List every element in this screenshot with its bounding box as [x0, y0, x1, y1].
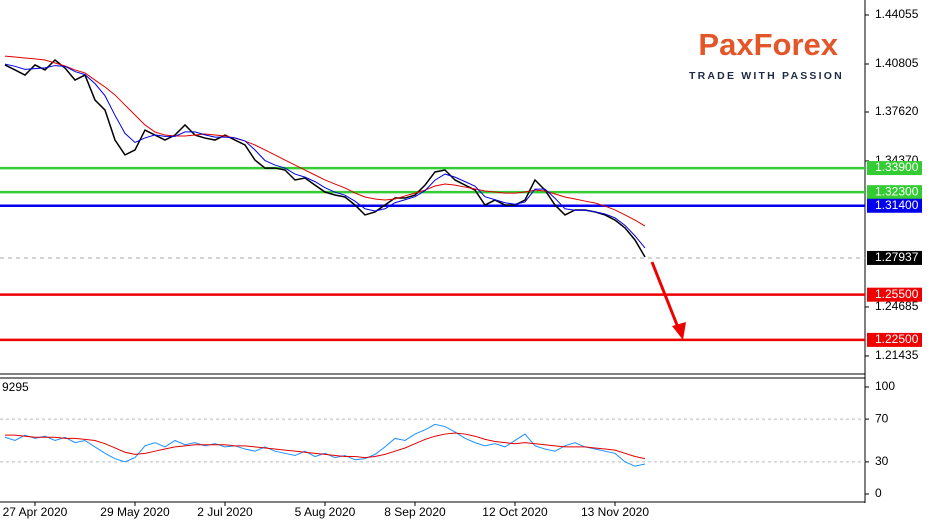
y-tick-label: 1.44055	[875, 7, 919, 21]
level-label: 1.25500	[875, 287, 919, 301]
y-tick-label: 30	[875, 454, 889, 468]
y-tick-label: 1.37620	[875, 104, 919, 118]
x-tick-label: 2 Jul 2020	[197, 505, 253, 519]
level-box	[867, 185, 922, 200]
last-price-label: 1.27937	[875, 250, 919, 264]
x-tick-label: 29 May 2020	[100, 505, 170, 519]
logo-tagline: TRADE WITH PASSION	[689, 70, 844, 82]
y-tick-label: 1.40805	[875, 56, 919, 70]
level-box	[867, 161, 922, 176]
y-tick-label: 70	[875, 411, 889, 425]
level-box	[867, 332, 922, 347]
series-line	[4, 58, 646, 258]
series-line	[5, 432, 646, 460]
level-label: 1.22500	[875, 332, 919, 346]
x-tick-label: 12 Oct 2020	[482, 505, 548, 519]
level-label: 1.32300	[875, 184, 919, 198]
y-tick-label: 1.21435	[875, 348, 919, 362]
y-tick-label: 1.24685	[875, 299, 919, 313]
level-label: 1.33900	[875, 160, 919, 174]
series-line	[4, 423, 646, 467]
y-tick-label: 0	[875, 486, 882, 500]
last-price-box	[867, 250, 922, 265]
x-tick-label: 8 Sep 2020	[384, 505, 446, 519]
x-tick-label: 13 Nov 2020	[581, 505, 649, 519]
level-label: 1.31400	[875, 198, 919, 212]
y-tick-label: 100	[875, 379, 895, 393]
level-box	[867, 287, 922, 302]
arrow-head	[672, 322, 686, 340]
series-line	[4, 63, 646, 249]
indicator-label: 9295	[2, 380, 29, 394]
logo-name: PaxForex	[698, 27, 838, 62]
x-tick-label: 5 Aug 2020	[295, 505, 356, 519]
arrow	[650, 261, 681, 331]
series-line	[4, 55, 646, 227]
x-tick-label: 27 Apr 2020	[3, 505, 68, 519]
level-box	[867, 198, 922, 213]
